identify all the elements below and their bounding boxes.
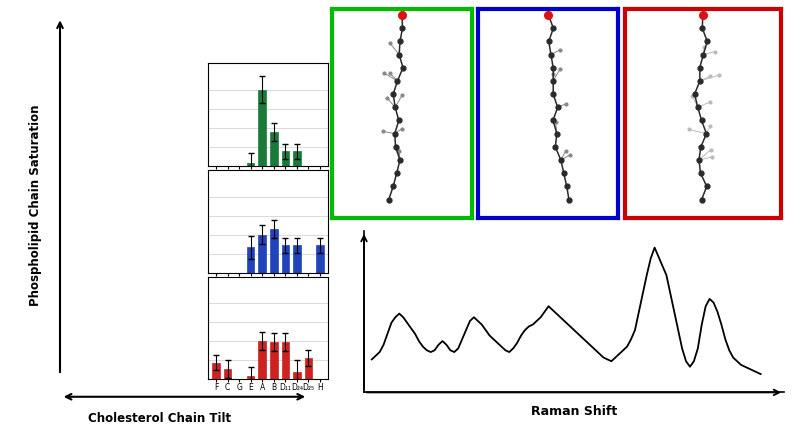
Bar — [282, 245, 289, 272]
Bar — [282, 342, 289, 379]
Bar — [224, 369, 231, 379]
Text: Raman Shift: Raman Shift — [531, 405, 617, 418]
Bar — [247, 248, 254, 272]
Bar — [316, 245, 324, 272]
Bar — [305, 358, 312, 379]
Bar — [270, 229, 278, 272]
Bar — [270, 342, 278, 379]
Text: Phospholipid Chain Saturation: Phospholipid Chain Saturation — [30, 104, 42, 306]
Bar — [282, 151, 289, 166]
Bar — [270, 132, 278, 166]
Bar — [258, 341, 266, 379]
Bar — [247, 163, 254, 166]
Text: Cholesterol Chain Tilt: Cholesterol Chain Tilt — [89, 412, 231, 425]
Bar — [293, 372, 301, 379]
Bar — [212, 363, 220, 379]
Bar — [247, 376, 254, 379]
Bar — [293, 245, 301, 272]
Bar — [293, 151, 301, 166]
Bar — [258, 90, 266, 166]
Bar — [258, 235, 266, 272]
